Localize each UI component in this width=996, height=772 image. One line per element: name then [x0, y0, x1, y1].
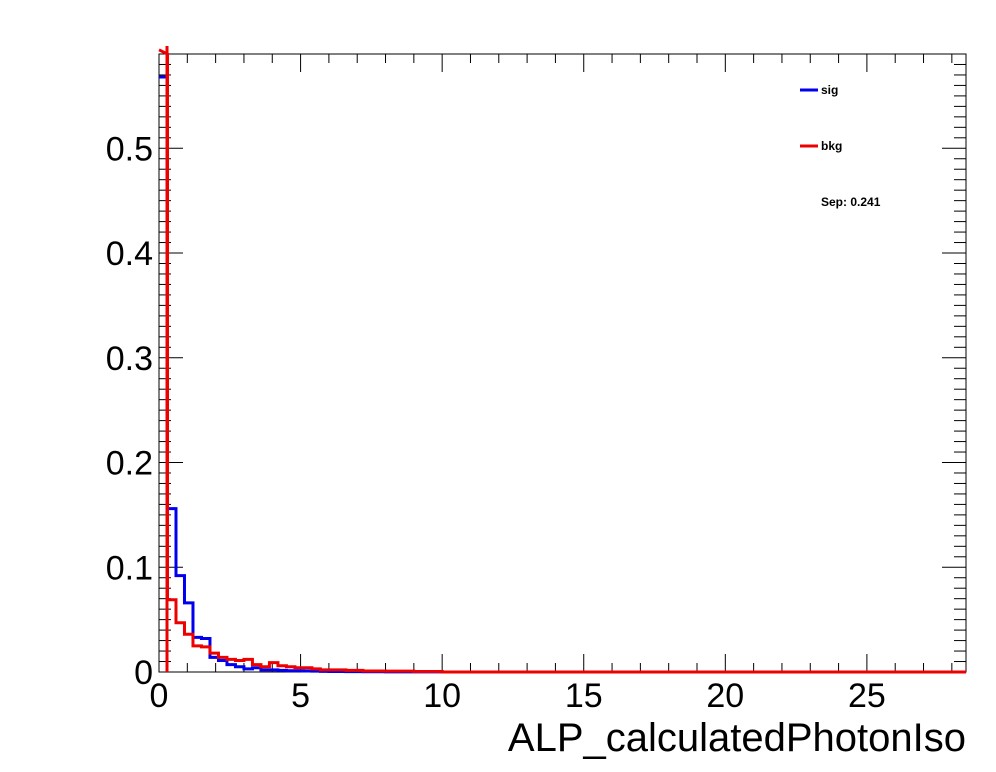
series-bkg-step-line	[158, 48, 966, 674]
axis-ticks	[158, 54, 966, 673]
y-tick-label: 0.1	[106, 549, 153, 587]
y-tick-label: 0.5	[106, 130, 153, 168]
legend-label-bkg: bkg	[821, 139, 842, 153]
x-tick-label: 25	[848, 677, 886, 715]
x-tick-label: 20	[706, 677, 744, 715]
legend-label-sig: sig	[821, 83, 838, 97]
x-axis-title: ALP_calculatedPhotonIso	[508, 716, 966, 760]
axis-tick-labels: 0 5 10 15 20 25 0 0.1 0.2 0.3 0.4 0.5	[106, 130, 886, 715]
y-tick-label: 0	[134, 654, 153, 692]
x-tick-label: 10	[423, 677, 461, 715]
x-tick-label: 0	[150, 677, 169, 715]
y-tick-label: 0.4	[106, 235, 153, 273]
separation-annotation: Sep: 0.241	[821, 195, 881, 209]
x-tick-label: 5	[291, 677, 310, 715]
series-layer	[158, 46, 966, 674]
legend: sig bkg	[800, 83, 842, 153]
series-sig-step-line	[159, 75, 966, 674]
x-tick-label: 15	[565, 677, 603, 715]
y-tick-label: 0.3	[106, 340, 153, 378]
plot-frame	[158, 53, 967, 673]
y-tick-label: 0.2	[106, 445, 153, 483]
